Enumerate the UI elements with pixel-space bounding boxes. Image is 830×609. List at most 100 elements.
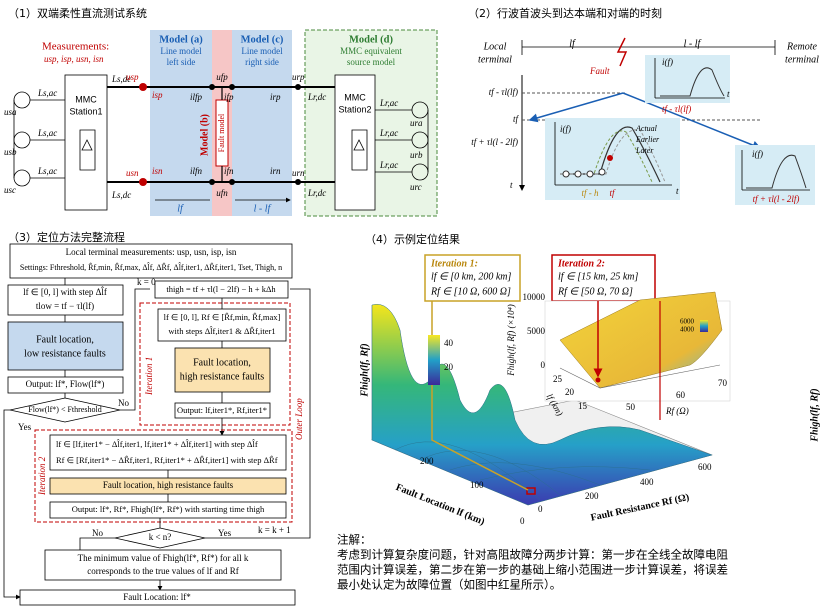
panel3-iter2-out: Output: lf*, Rf*, Fhigh(lf*, Rf*) with s… <box>72 504 265 514</box>
panel3-min-box: The minimum value of Fhigh(lf*, Rf*) for… <box>78 553 249 563</box>
wire <box>13 99 65 179</box>
surface <box>371 304 713 506</box>
meas-point <box>139 178 147 186</box>
sym-lrdc: Lr,dc <box>307 92 326 102</box>
panel3-no: No <box>92 528 103 538</box>
panel2-title: （2）行波首波头到达本端和对端的时刻 <box>468 6 662 20</box>
inset-curve <box>660 67 725 97</box>
panel3-k0: k = 0 <box>137 277 156 287</box>
panel1-station2: MMC <box>344 92 366 102</box>
panel2-legend: Later <box>635 146 654 155</box>
panel3-decision1: Flow(lf*) < Fthreshold <box>28 405 101 414</box>
sym-l-lf: l - lf <box>254 203 272 214</box>
inset-x-ticks: 15 <box>578 401 588 411</box>
panel3-yes: Yes <box>218 528 232 538</box>
panel4-y-ticks: 200 <box>585 491 599 501</box>
box <box>174 347 271 393</box>
panel3-left-box: tlow = tf − τl(lf) <box>36 301 94 311</box>
panel4-z-label: Fhigh(lf, Rf) <box>359 343 370 397</box>
wave-arrow <box>528 92 624 123</box>
sym-usp: usp <box>126 72 139 82</box>
panel1-model-a-desc: Line model <box>160 46 202 56</box>
sym-isn: isn <box>152 166 163 176</box>
panel4-iter1: Rf ∈ [10 Ω, 600 Ω] <box>430 286 511 297</box>
panel3-iter1-out: Output: lf,iter1*, Rf,iter1* <box>177 405 267 415</box>
panel3-iter1-box: with steps Δl̂f,iter1 & ΔR̂f,iter1 <box>168 325 275 336</box>
panel2-legend: Earlier <box>635 135 660 144</box>
panel4-iter2: Rf ∈ [50 Ω, 70 Ω] <box>557 286 633 297</box>
sym-urc: urc <box>410 182 422 192</box>
panel3-outer: Outer Loop <box>294 398 304 440</box>
panel3-iter2-box: Rf ∈ [Rf,iter1* − ΔR̂f,iter1, Rf,iter1* … <box>56 454 278 465</box>
panel4-title: （4）示例定位结果 <box>365 232 460 246</box>
node <box>229 179 235 185</box>
node <box>295 179 301 185</box>
panel2-if: i(f) <box>752 149 763 159</box>
box <box>7 376 124 394</box>
panel4-x-ticks: 200 <box>420 456 434 466</box>
decision <box>9 397 121 423</box>
source <box>13 131 31 149</box>
panel3-thigh: thigh = tf + τl(l − 2lf) − h + kΔh <box>166 284 276 294</box>
panel1-station2: Station2 <box>338 104 371 114</box>
sym-ufp: ufp <box>216 72 228 82</box>
sym-ifp: ifp <box>224 92 234 102</box>
panel2-t2: tf <box>513 114 520 124</box>
panel3-low-box: low resistance faults <box>24 348 106 359</box>
panel2-l-lf: l - lf <box>684 38 702 49</box>
panel1-model-b: Model (b) <box>199 114 210 156</box>
wire <box>375 109 429 173</box>
box <box>49 434 287 471</box>
panel4-right-label: Fhigh(lf, Rf) <box>809 388 820 442</box>
panel3-iter1-box: lf ∈ [0, l], Rf ∈ [R̂f,min, R̂f,max] <box>164 311 281 322</box>
inset-z-label: Fhigh(lf, Rf) (×10⁴) <box>506 304 516 376</box>
sym-irp: irp <box>270 92 281 102</box>
panel1-meas-vars: usp, isp, usn, isn <box>44 54 104 64</box>
box <box>7 284 124 316</box>
inset-axes <box>554 122 672 186</box>
inset-cbar-ticks: 4000 <box>680 326 695 334</box>
inset-min <box>595 377 601 383</box>
panel4-y-ticks: 400 <box>640 477 654 487</box>
panel1-station1: MMC <box>75 94 97 104</box>
node <box>295 84 301 90</box>
iter-box <box>551 254 656 302</box>
inset-x-ticks: 25 <box>553 374 563 384</box>
panel4-note-title: 注解： <box>337 533 372 547</box>
panel3-title: （3）定位方法完整流程 <box>8 230 125 244</box>
panel3-kinc: k = k + 1 <box>258 525 291 535</box>
region-a <box>150 30 212 216</box>
sym-ifn: ifn <box>224 166 234 176</box>
sym-lrac: Lr,ac <box>379 128 398 138</box>
panel1-model-c: Model (c) <box>241 34 284 45</box>
sample <box>598 168 606 176</box>
inset-floor <box>559 364 721 389</box>
panel1-model-c-desc: right side <box>245 57 279 67</box>
node <box>209 84 215 90</box>
panel2-if: i(f) <box>560 124 571 134</box>
region-c <box>232 30 292 216</box>
panel2-inset1: tf - τl(lf) <box>662 104 691 114</box>
box <box>157 308 287 342</box>
panel2-legend: Actual <box>635 124 658 133</box>
inset-y-ticks: 60 <box>676 390 686 400</box>
sym-usn: usn <box>126 168 139 178</box>
box <box>19 589 296 606</box>
inset-z-ticks: 10000 <box>523 292 546 302</box>
panel4-iter1: Iteration 1: <box>430 258 478 269</box>
panel3-low-out: Output: lf*, Flow(lf*) <box>26 379 105 389</box>
panel1-station1: Station1 <box>69 106 102 116</box>
panel3-low-box: Fault location, <box>36 334 94 345</box>
sym-lf: lf <box>177 203 184 214</box>
sym-irn: irn <box>270 166 281 176</box>
sym-lsac: Ls,ac <box>37 88 57 98</box>
panel2-inset3: tf + τl(l - 2lf) <box>753 194 800 204</box>
sym-ufn: ufn <box>216 188 228 198</box>
panel2-t-axis: t <box>727 89 730 99</box>
source <box>13 91 31 109</box>
line-axis <box>521 40 776 188</box>
iter-region <box>34 429 293 523</box>
iter-box <box>424 254 521 302</box>
sample <box>607 155 613 161</box>
